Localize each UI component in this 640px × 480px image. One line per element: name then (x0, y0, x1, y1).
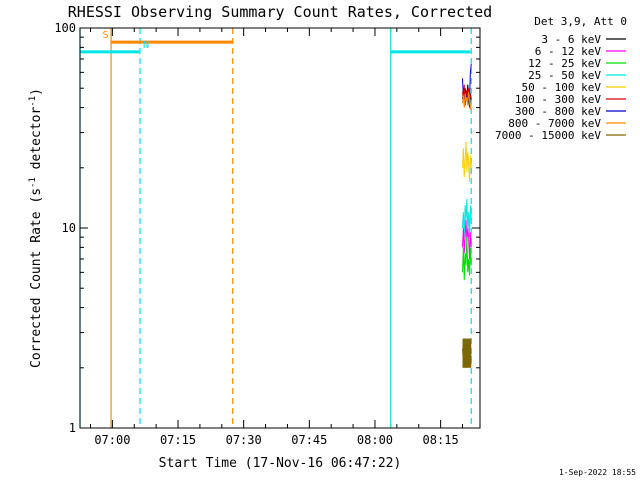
series-line-4 (461, 141, 472, 182)
y-axis-label-sup2: -1 (28, 96, 38, 107)
x-tick-label-4: 08:00 (357, 433, 393, 447)
y-tick-label-2: 100 (54, 21, 76, 35)
x-tick-label-1: 07:15 (160, 433, 196, 447)
axis-ticks: 1 10 100 07:00 07:15 07:30 07:45 08:00 08:15 (54, 21, 480, 447)
legend-label-7: 800 - 7000 keV (508, 117, 601, 130)
y-axis-label-end: ) (29, 88, 44, 96)
x-tick-label-5: 08:15 (423, 433, 459, 447)
flag-label-S: S (102, 30, 108, 41)
x-tick-label-3: 07:45 (291, 433, 327, 447)
legend-label-8: 7000 - 15000 keV (495, 129, 601, 142)
x-tick-label-0: 07:00 (94, 433, 130, 447)
series-line-5 (461, 198, 472, 238)
legend-label-5: 100 - 300 keV (515, 93, 601, 106)
x-axis-label: Start Time (17-Nov-16 06:47:22) (159, 456, 402, 471)
legend-label-3: 25 - 50 keV (528, 69, 601, 82)
legend-label-1: 6 - 12 keV (535, 45, 602, 58)
y-axis-label: Corrected Count Rate (s-1 detector-1) (28, 88, 44, 368)
legend-label-6: 300 - 800 keV (515, 105, 601, 118)
y-axis-label-sup: -1 (28, 177, 38, 188)
series-line-7 (461, 237, 472, 280)
x-tick-label-2: 07:30 (226, 433, 262, 447)
y-tick-label-1: 10 (62, 221, 76, 235)
legend-label-2: 12 - 25 keV (528, 57, 601, 70)
y-axis-label-main: Corrected Count Rate (s (29, 188, 44, 368)
footer-timestamp: 1-Sep-2022 18:55 (559, 468, 636, 477)
y-tick-label-0: 1 (69, 421, 76, 435)
chart-title: RHESSI Observing Summary Count Rates, Co… (68, 3, 492, 21)
series-line-2 (461, 84, 472, 106)
legend-label-4: 50 - 100 keV (522, 81, 602, 94)
legend-header: Det 3,9, Att 0 (534, 15, 627, 28)
series-line-3 (461, 91, 472, 110)
legend-label-0: 3 - 6 keV (541, 33, 601, 46)
chart-marks: SN (79, 28, 472, 428)
y-axis-label-tail: detector (29, 107, 44, 178)
flag-label-N: N (143, 40, 149, 51)
series-band-8 (462, 338, 472, 368)
